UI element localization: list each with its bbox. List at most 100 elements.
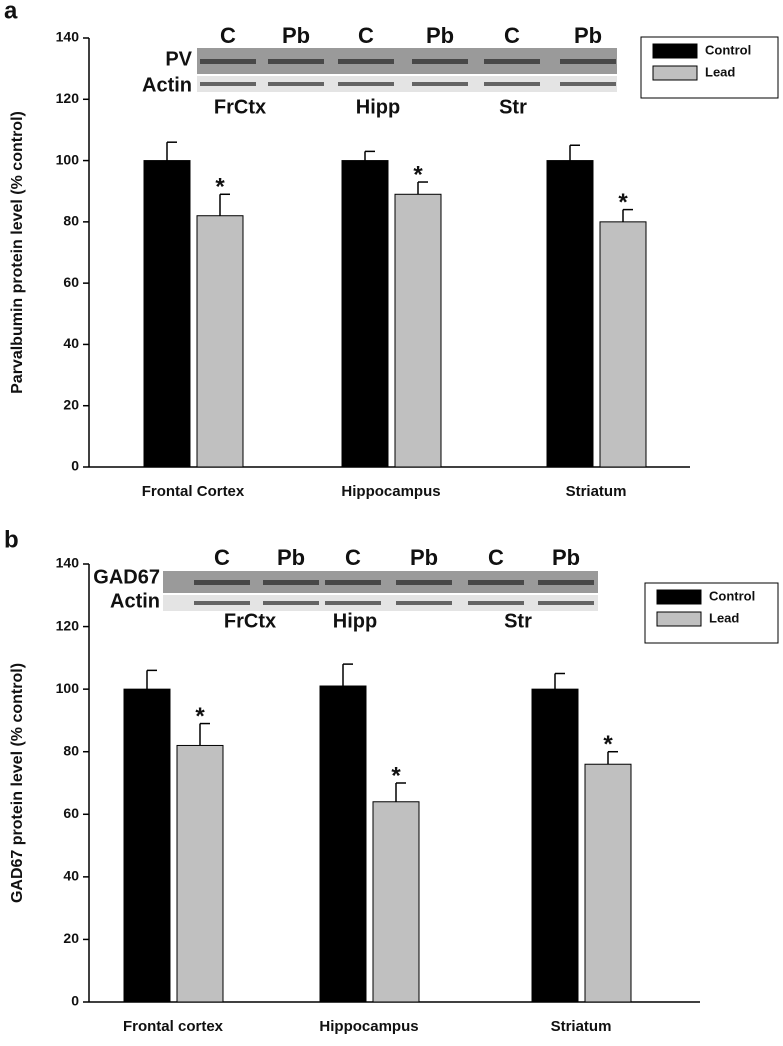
y-axis-label: Parvalbumin protein level (% control) [9,111,26,394]
y-tick-label: 40 [63,335,79,351]
error-bar [607,750,618,765]
significance-mark: * [391,762,401,789]
y-tick-label: 100 [56,680,80,696]
panel-label: a [4,0,18,24]
western-blot: C Pb C Pb C Pb PV Actin FrCtx Hipp Str [142,23,617,118]
bar [176,744,224,1003]
bar [531,688,579,1003]
blot-lane-label: C [504,23,520,48]
y-tick-label: 80 [63,213,79,229]
bar [196,215,244,468]
significance-mark: * [195,703,205,730]
blot-row-label: GAD67 [93,566,160,588]
bar [546,160,594,468]
legend-swatch [656,589,702,605]
blot-lane-label: C [220,23,236,48]
blot-lane-label: C [488,545,504,570]
bar [394,193,442,468]
blot-lane-label: Pb [282,23,310,48]
panel: a Parvalbumin protein level (% control) 0 2… [4,0,779,500]
y-tick-label: 20 [63,396,79,412]
error-bar [166,141,177,161]
blot-band [325,580,381,585]
blot-row-label: Actin [142,74,192,96]
y-tick-label: 20 [63,930,79,946]
blot-band [396,601,452,605]
legend-label: Control [705,42,751,57]
blot-row-bg [197,48,617,74]
blot-region-label: Hipp [356,96,400,118]
legend-label: Control [709,588,755,603]
x-tick-label: Hippocampus [319,1018,418,1035]
error-bar [622,208,633,222]
error-bar [569,144,580,161]
blot-band [484,59,540,64]
significance-mark: * [215,174,225,201]
x-tick-label: Frontal Cortex [142,483,245,500]
blot-band [194,580,250,585]
x-tick-label: Frontal cortex [123,1018,224,1035]
blot-band [468,601,524,605]
y-tick-label: 140 [56,555,80,571]
y-tick-label: 40 [63,868,79,884]
blot-lane-label: C [358,23,374,48]
y-tick-label: 60 [63,805,79,821]
bar [319,685,367,1003]
blot-band [412,59,468,64]
blot-band [263,601,319,605]
blot-band [338,59,394,64]
blot-band [538,601,594,605]
error-bar [342,663,353,687]
error-bar [199,722,210,746]
blot-band [338,82,394,86]
bar [123,688,171,1003]
blot-lane-label: Pb [277,545,305,570]
y-tick-label: 120 [56,90,80,106]
blot-band [263,580,319,585]
significance-mark: * [618,189,628,216]
y-tick-label: 0 [71,993,79,1009]
x-tick-label: Hippocampus [341,483,440,500]
blot-lane-label: Pb [574,23,602,48]
error-bar [219,193,230,216]
y-tick-label: 80 [63,742,79,758]
panel: b GAD67 protein level (% control) 0 20 40 60 8… [4,526,779,1035]
blot-band [268,82,324,86]
blot-band [538,580,594,585]
legend-label: Lead [705,64,735,79]
error-bar [146,669,157,690]
blot-lane-label: C [345,545,361,570]
legend: Control Lead [644,582,779,644]
bar [599,221,647,468]
blot-lane-label: Pb [552,545,580,570]
error-bar [554,672,565,690]
blot-band [412,82,468,86]
blot-lane-label: C [214,545,230,570]
blot-region-label: Hipp [333,610,377,632]
blot-lane-label: Pb [426,23,454,48]
panel-label: b [4,526,19,553]
y-tick-label: 120 [56,617,80,633]
y-tick-label: 140 [56,29,80,45]
error-bar [364,150,375,161]
blot-band [468,580,524,585]
error-bar [395,782,406,802]
y-axis-label: GAD67 protein level (% control) [9,663,26,903]
x-tick-label: Striatum [566,483,627,500]
blot-band [194,601,250,605]
blot-row-bg [197,76,617,92]
blot-region-label: Str [504,610,532,632]
blot-band [200,82,256,86]
legend-swatch [656,611,702,627]
blot-row-label: Actin [110,590,160,612]
y-tick-label: 0 [71,458,79,474]
significance-mark: * [603,731,613,758]
legend: Control Lead [640,36,779,99]
error-bar [417,181,428,195]
blot-band [484,82,540,86]
blot-band [268,59,324,64]
bar [341,160,389,468]
blot-band [560,59,616,64]
